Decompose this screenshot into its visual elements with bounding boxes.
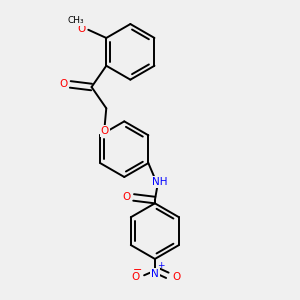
Text: N: N [151,269,159,279]
Text: CH₃: CH₃ [68,16,85,25]
Text: O: O [131,272,140,282]
Text: O: O [122,192,130,203]
Text: −: − [133,266,142,275]
Text: NH: NH [152,177,168,187]
Text: O: O [78,24,86,34]
Text: +: + [157,261,164,270]
Text: O: O [172,272,180,282]
Text: O: O [100,126,109,136]
Text: O: O [59,80,67,89]
